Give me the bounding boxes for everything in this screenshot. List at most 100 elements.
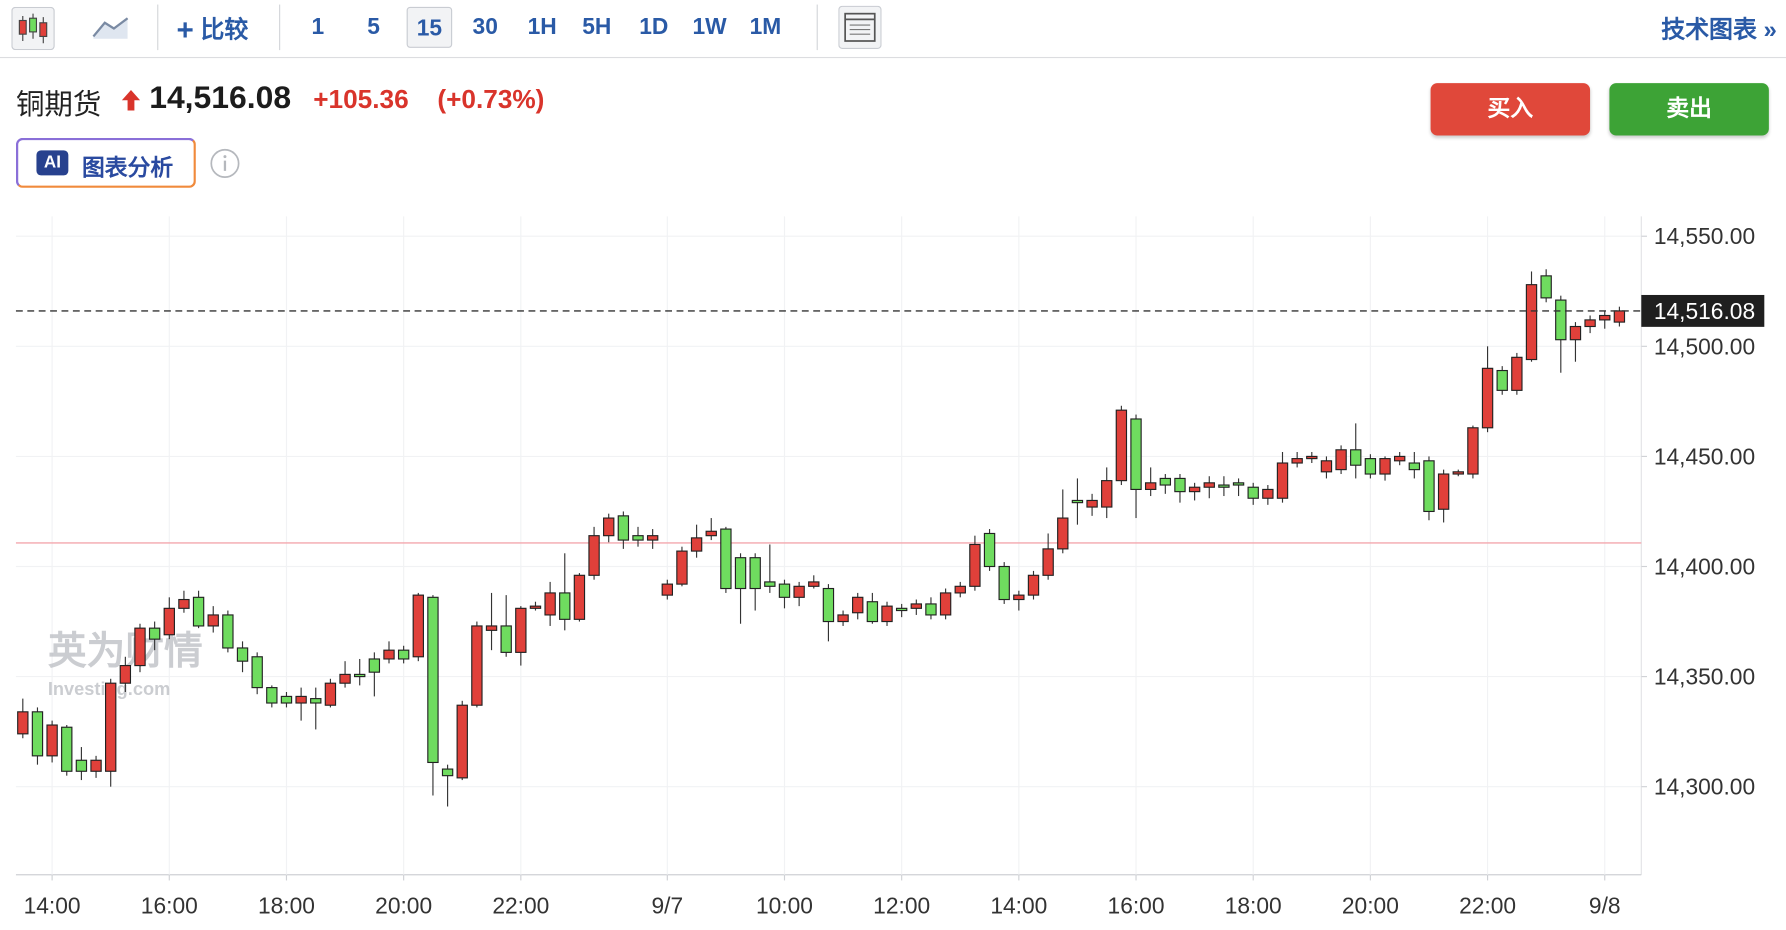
candle-body [529, 605, 542, 609]
candle-body [720, 528, 732, 590]
interval-button[interactable]: 15 [406, 6, 453, 48]
candle-body [617, 515, 630, 541]
candle-body [1203, 482, 1215, 488]
candle-body [1379, 458, 1391, 475]
candle-body [163, 607, 175, 636]
candle-body [954, 585, 966, 594]
candle-body [61, 726, 73, 772]
up-arrow [121, 89, 141, 111]
candle-body [485, 625, 498, 631]
x-tick-label: 14:00 [24, 892, 81, 918]
interval-button[interactable]: 1 [311, 14, 325, 40]
info-icon[interactable] [210, 148, 241, 179]
last-price-label: 14,516.08 [1654, 298, 1755, 324]
candle-body [1086, 499, 1098, 508]
candle-body [324, 682, 337, 706]
x-tick-label: 12:00 [873, 892, 930, 918]
interval-button[interactable]: 1D [639, 14, 669, 40]
candle-body [1335, 449, 1347, 471]
x-tick-label: 22:00 [1459, 892, 1516, 918]
candle-body [1262, 488, 1274, 499]
candle-body [1525, 284, 1538, 361]
candle-body [1511, 356, 1523, 391]
candle-body [764, 581, 776, 587]
candle-body [925, 603, 937, 616]
candle-body [1115, 409, 1128, 482]
toolbar-border [0, 56, 1786, 59]
interval-button[interactable]: 1W [692, 14, 727, 40]
x-tick-label: 9/8 [1589, 892, 1621, 918]
price-change: +105.36 [313, 84, 409, 114]
candle-body [866, 601, 879, 623]
candle-body [749, 557, 761, 590]
candle-body [46, 724, 58, 757]
candle-body [1437, 473, 1450, 510]
candle-body [661, 583, 674, 596]
y-tick-label: 14,500.00 [1654, 333, 1755, 359]
candle-body [573, 574, 586, 620]
x-tick-label: 16:00 [1108, 892, 1165, 918]
separator [157, 4, 159, 51]
candle-body [1613, 310, 1626, 323]
candle-body [1452, 471, 1464, 475]
candle-body [75, 759, 88, 772]
sell-button[interactable]: 卖出 [1609, 83, 1769, 136]
candle-body [1232, 482, 1245, 486]
interval-button[interactable]: 1H [527, 14, 557, 40]
line-icon[interactable] [91, 14, 130, 41]
candle-body [1101, 480, 1113, 508]
candle-body [310, 698, 322, 704]
technical-chart-link[interactable]: 技术图表 » [1661, 17, 1777, 44]
candle-body [1071, 499, 1084, 504]
candle-body [1144, 482, 1157, 491]
candle-body [412, 594, 424, 658]
last-price: 14,516.08 [149, 79, 292, 116]
candle-body [134, 627, 146, 667]
candle-body [1540, 275, 1552, 299]
compare-button[interactable]: + 比较 [176, 12, 249, 47]
ai-badge: AI [36, 150, 69, 176]
last-price-box [1641, 294, 1765, 327]
candle-body [734, 557, 747, 590]
layout-icon[interactable] [838, 5, 882, 49]
candle-body [148, 627, 161, 640]
candle-body [1467, 427, 1479, 475]
buy-button[interactable]: 买入 [1430, 83, 1591, 136]
candle-body [280, 695, 293, 704]
interval-button[interactable]: 1M [749, 14, 782, 40]
candle-body [1555, 299, 1567, 341]
interval-button[interactable]: 30 [472, 14, 498, 40]
candle-body [1481, 367, 1494, 429]
candle-body [544, 592, 556, 616]
compare-label: 比较 [200, 17, 249, 44]
candle-body [603, 517, 615, 537]
x-tick-label: 20:00 [1342, 892, 1399, 918]
candle-body [808, 581, 820, 587]
x-tick-label: 18:00 [258, 892, 315, 918]
candle-body [119, 665, 132, 684]
ai-analysis-button[interactable]: AI 图表分析 [15, 137, 196, 188]
instrument-name: 铜期货 [15, 88, 102, 121]
x-tick-label: 20:00 [375, 892, 432, 918]
candle-body [793, 585, 805, 598]
candle-body [17, 711, 29, 735]
candle-icon[interactable] [11, 6, 57, 51]
candle-body [1599, 314, 1611, 321]
interval-button[interactable]: 5H [582, 14, 612, 40]
candle-body [822, 587, 835, 623]
candle-body [192, 596, 205, 627]
candle-body [1393, 455, 1406, 462]
candle-body [837, 614, 849, 623]
candle-body [383, 649, 395, 660]
candle-body [1496, 369, 1508, 391]
candle-body [1130, 418, 1142, 491]
y-tick-label: 14,450.00 [1654, 443, 1755, 469]
x-tick-label: 9/7 [651, 892, 683, 918]
candle-body [207, 614, 219, 627]
candle-body [295, 695, 307, 704]
candle-body [105, 682, 117, 772]
candle-body [456, 704, 468, 779]
interval-button[interactable]: 5 [367, 14, 380, 40]
candle-body [222, 614, 234, 649]
